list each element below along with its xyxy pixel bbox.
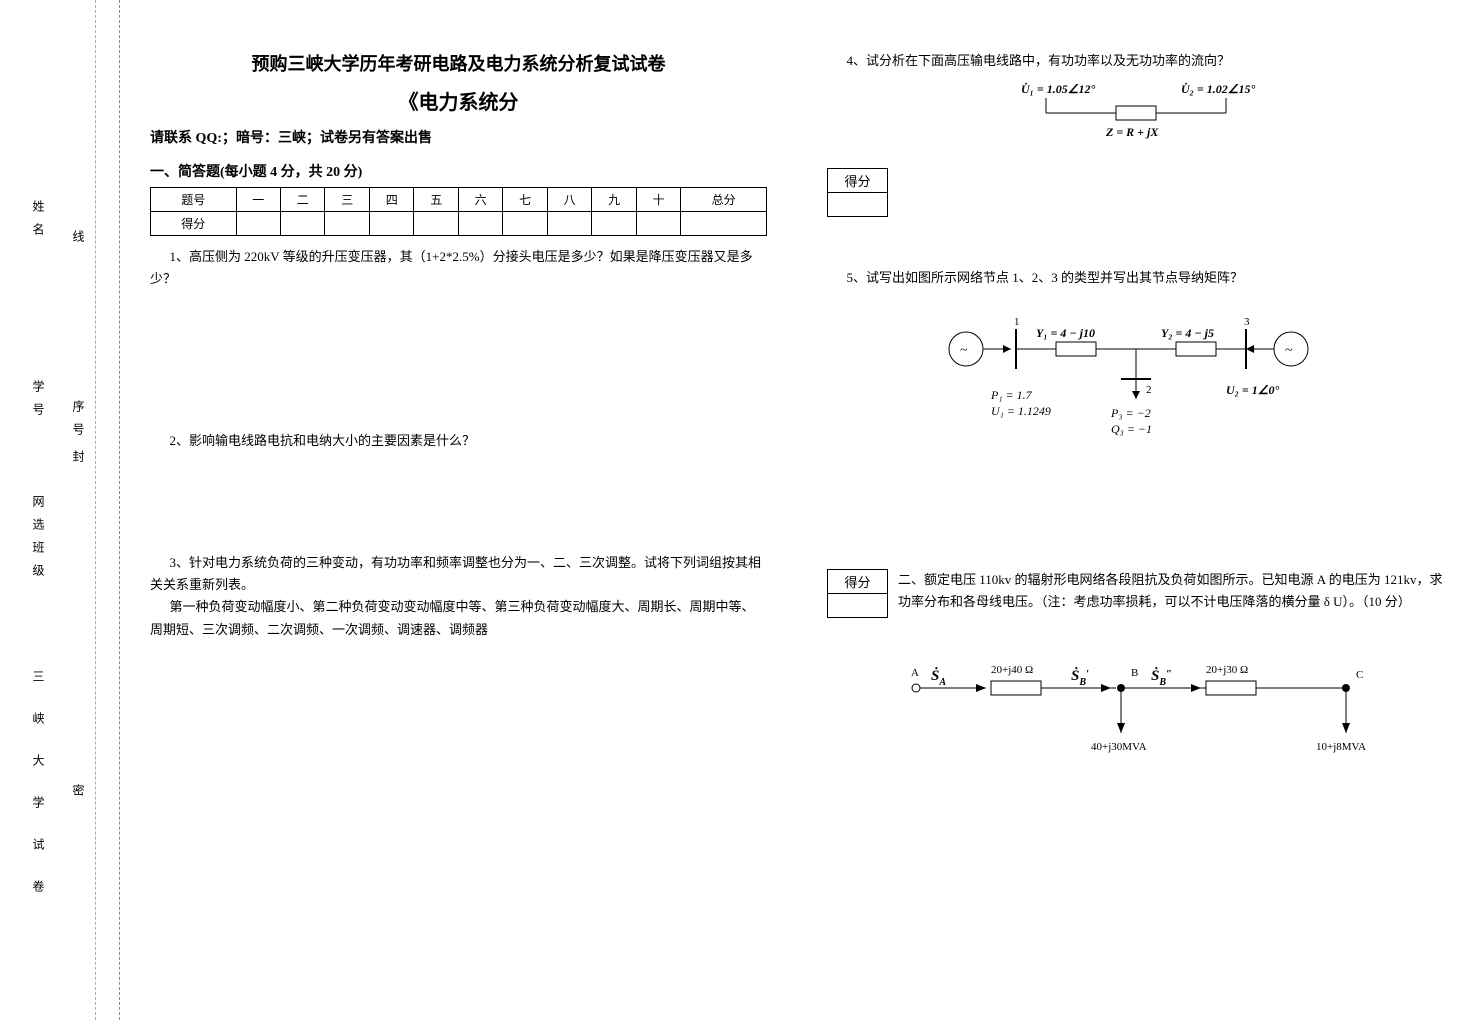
score-header: 总分 xyxy=(681,188,767,212)
question-3a: 3、针对电力系统负荷的三种变动，有功功率和频率调整也分为一、二、三次调整。试将下… xyxy=(150,552,767,596)
left-column: 预购三峡大学历年考研电路及电力系统分析复试试卷 《电力系统分 请联系 QQ:；暗… xyxy=(120,0,797,1020)
sb1-sym: ṠB′ xyxy=(1071,667,1089,688)
section1-heading: 一、简答题(每小题 4 分，共 20 分) xyxy=(150,161,767,181)
sub-title: 《电力系统分 xyxy=(150,86,767,115)
load-b: 40+j30MVA xyxy=(1091,741,1147,753)
score-header: 一 xyxy=(236,188,280,212)
node3-num: 3 xyxy=(1244,316,1250,328)
q4-u2: U̇₂ = 1.02∠15° xyxy=(1181,82,1255,96)
seal-feng: 封 xyxy=(70,450,87,466)
main-title: 预购三峡大学历年考研电路及电力系统分析复试试卷 xyxy=(150,50,767,76)
inner-dash-line xyxy=(95,0,96,1020)
node1-num: 1 xyxy=(1014,316,1020,328)
q5-q3: Q₃ = −1 xyxy=(1111,422,1152,436)
score-header: 八 xyxy=(547,188,591,212)
sa-sym: ṠA xyxy=(931,667,946,688)
section2-text: 二、额定电压 110kv 的辐射形电网络各段阻抗及负荷如图所示。已知电源 A 的… xyxy=(898,569,1444,613)
node-a: A xyxy=(911,667,919,679)
score-header-row: 题号 一 二 三 四 五 六 七 八 九 十 总分 xyxy=(151,188,767,212)
question-5: 5、试写出如图所示网络节点 1、2、3 的类型并写出其节点导纳矩阵？ xyxy=(827,267,1444,289)
load-c: 10+j8MVA xyxy=(1316,741,1366,753)
score-header: 四 xyxy=(369,188,413,212)
score-row-label: 得分 xyxy=(151,212,237,236)
seal-mi: 密 xyxy=(70,784,87,800)
score-header: 五 xyxy=(414,188,458,212)
sec2-score-box: 得分 xyxy=(827,569,888,618)
score-label: 得分 xyxy=(828,169,888,193)
seal-xian: 线 xyxy=(70,230,87,246)
score-header: 十 xyxy=(636,188,680,212)
score-cell xyxy=(414,212,458,236)
z-ab: 20+j40 Ω xyxy=(991,664,1033,676)
score-cell xyxy=(828,594,888,618)
binding-margin: 三 峡 大 学 试 卷 网 选 班 级 学 号 姓 名 序 号 密 封 线 xyxy=(0,0,120,1020)
q4-diagram: U̇₁ = 1.05∠12° U̇₂ = 1.02∠15° Z = R + jX xyxy=(986,78,1286,148)
score-cell xyxy=(547,212,591,236)
right-column: 4、试分析在下面高压输电线路中，有功功率以及无功功率的流向？ U̇₁ = 1.0… xyxy=(797,0,1474,1020)
q5-diagram: ~ 1 Y₁ = 4 − j10 2 Y₂ = 4 − j5 3 xyxy=(926,299,1346,459)
contact-note: 请联系 QQ:；暗号：三峡；试卷另有答案出售 xyxy=(150,127,767,147)
node-c: C xyxy=(1356,669,1363,681)
question-1: 1、高压侧为 220kV 等级的升压变压器，其（1+2*2.5%）分接头电压是多… xyxy=(150,246,767,290)
score-cell xyxy=(458,212,502,236)
score-cell xyxy=(281,212,325,236)
seq-label: 序 号 xyxy=(70,400,87,439)
sb2-sym: ṠB″ xyxy=(1151,667,1172,688)
q5-y2: Y₂ = 4 − j5 xyxy=(1161,326,1214,340)
q4-z: Z = R + jX xyxy=(1105,125,1159,139)
node-b: B xyxy=(1131,667,1138,679)
score-header: 三 xyxy=(325,188,369,212)
q5-u1: U₁ = 1.1249 xyxy=(991,404,1051,418)
q4-u1: U̇₁ = 1.05∠12° xyxy=(1021,82,1095,96)
school-name: 三 峡 大 学 试 卷 xyxy=(30,670,47,900)
sec2-diagram: A ṠA 20+j40 Ω ṠB′ B ṠB″ 20+j30 Ω C xyxy=(876,638,1396,778)
source-symbol: ~ xyxy=(1285,343,1293,358)
score-cell xyxy=(592,212,636,236)
score-table: 题号 一 二 三 四 五 六 七 八 九 十 总分 得分 xyxy=(150,187,767,236)
class-label: 网 选 班 级 xyxy=(30,495,47,580)
score-header: 七 xyxy=(503,188,547,212)
question-2: 2、影响输电线路电抗和电纳大小的主要因素是什么？ xyxy=(150,430,767,452)
stuno-label: 学 号 xyxy=(30,380,47,419)
score-value-row: 得分 xyxy=(151,212,767,236)
node2-num: 2 xyxy=(1146,384,1152,396)
section2-block: 得分 二、额定电压 110kv 的辐射形电网络各段阻抗及负荷如图所示。已知电源 … xyxy=(827,569,1444,628)
score-header: 六 xyxy=(458,188,502,212)
score-cell xyxy=(636,212,680,236)
source-symbol: ~ xyxy=(960,343,968,358)
score-cell xyxy=(325,212,369,236)
z-bc: 20+j30 Ω xyxy=(1206,664,1248,676)
score-cell xyxy=(681,212,767,236)
q5-p3: P₃ = −2 xyxy=(1110,406,1151,420)
name-label: 姓 名 xyxy=(30,200,47,239)
score-cell xyxy=(236,212,280,236)
score-cell xyxy=(503,212,547,236)
question-3b: 第一种负荷变动幅度小、第二种负荷变动变动幅度中等、第三种负荷变动幅度大、周期长、… xyxy=(150,596,767,640)
q5-y1: Y₁ = 4 − j10 xyxy=(1036,326,1095,340)
score-header: 九 xyxy=(592,188,636,212)
question-4: 4、试分析在下面高压输电线路中，有功功率以及无功功率的流向？ xyxy=(827,50,1444,72)
q5-u2: U₂ = 1∠0° xyxy=(1226,383,1279,397)
score-cell xyxy=(369,212,413,236)
score-header: 题号 xyxy=(151,188,237,212)
q4-score-box: 得分 xyxy=(827,168,888,217)
q5-p1: P₁ = 1.7 xyxy=(990,388,1033,402)
score-label: 得分 xyxy=(828,570,888,594)
score-cell xyxy=(828,193,888,217)
score-header: 二 xyxy=(281,188,325,212)
